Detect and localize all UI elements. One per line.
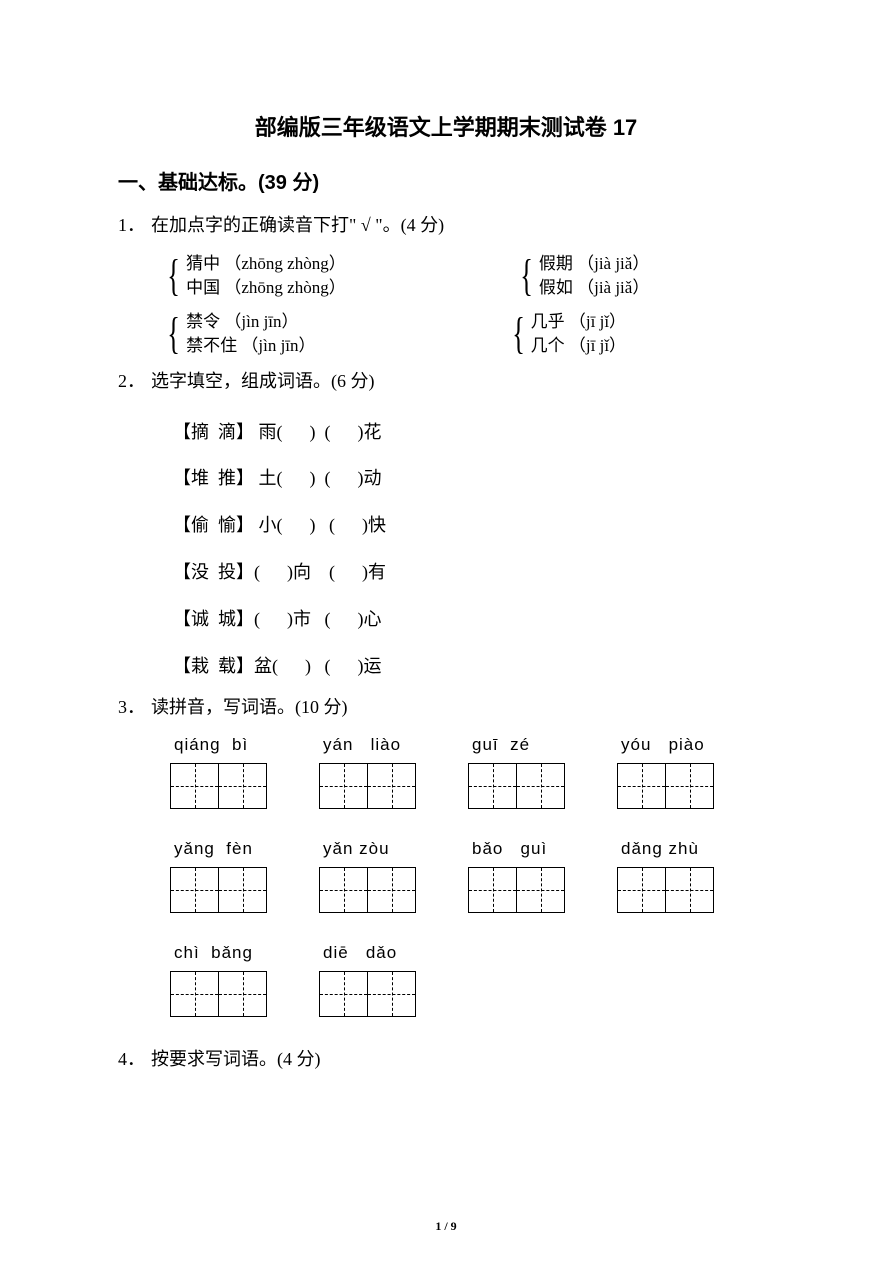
char-cell[interactable] (468, 764, 516, 808)
page-title: 部编版三年级语文上学期期末测试卷 17 (118, 110, 774, 142)
fill-line: 【堆 推】 土( ) ( )动 (173, 455, 774, 502)
q4-line: 4． 按要求写词语。(4 分) (118, 1047, 774, 1072)
char-cell[interactable] (218, 972, 266, 1016)
char-cell[interactable] (516, 764, 564, 808)
q2-number: 2． (118, 371, 145, 391)
char-cell[interactable] (218, 868, 266, 912)
char-box[interactable] (319, 763, 416, 809)
q3-text: 读拼音，写词语。(10 分) (151, 697, 348, 717)
char-cell[interactable] (516, 868, 564, 912)
char-cell[interactable] (367, 972, 415, 1016)
fill-line: 【偷 愉】 小( ) ( )快 (173, 502, 774, 549)
char-box[interactable] (468, 763, 565, 809)
pinyin-label: qiáng bì (170, 735, 248, 755)
char-cell[interactable] (170, 972, 218, 1016)
q1-group-row-1: { 猜中 （zhōng zhòng） 中国 （zhōng zhòng） { 假期… (163, 252, 774, 300)
brace-line: 假如 （jià jiǎ） (539, 276, 649, 300)
pinyin-item: diē dǎo (319, 943, 416, 1017)
pinyin-label: yǎn zòu (319, 839, 390, 859)
q2-text: 选字填空，组成词语。(6 分) (151, 371, 375, 391)
pinyin-row: qiáng bì yán liào guī zé yóu piào (170, 735, 774, 809)
q1-group-row-2: { 禁令 （jìn jīn） 禁不住 （jìn jīn） { 几乎 （jī jǐ… (163, 310, 774, 358)
fill-line: 【栽 载】盆( ) ( )运 (173, 643, 774, 690)
pinyin-item: dǎng zhù (617, 839, 714, 913)
char-cell[interactable] (617, 868, 665, 912)
brace-group: { 几乎 （jī jǐ） 几个 （jī jǐ） (508, 310, 627, 358)
brace-line: 几个 （jī jǐ） (531, 334, 626, 358)
char-cell[interactable] (367, 868, 415, 912)
char-box[interactable] (319, 867, 416, 913)
pinyin-label: bǎo guì (468, 839, 547, 859)
q4-text: 按要求写词语。(4 分) (151, 1049, 321, 1069)
brace-line: 猜中 （zhōng zhòng） (186, 252, 346, 276)
char-cell[interactable] (665, 764, 713, 808)
brace-icon: { (512, 310, 525, 358)
brace-line: 假期 （jià jiǎ） (539, 252, 649, 276)
pinyin-item: yǎng fèn (170, 839, 267, 913)
q2-line: 2． 选字填空，组成词语。(6 分) (118, 369, 774, 394)
char-box[interactable] (617, 763, 714, 809)
brace-line: 几乎 （jī jǐ） (531, 310, 626, 334)
pinyin-item: guī zé (468, 735, 565, 809)
brace-group: { 禁令 （jìn jīn） 禁不住 （jìn jīn） (163, 310, 316, 358)
q3-line: 3． 读拼音，写词语。(10 分) (118, 695, 774, 720)
pinyin-item: yǎn zòu (319, 839, 416, 913)
q1-number: 1． (118, 215, 145, 235)
brace-line: 禁令 （jìn jīn） (186, 310, 315, 334)
char-box[interactable] (170, 763, 267, 809)
section-1-heading: 一、基础达标。(39 分) (118, 166, 774, 195)
q1-text: 在加点字的正确读音下打" √ "。(4 分) (151, 215, 444, 235)
char-cell[interactable] (665, 868, 713, 912)
pinyin-label: yǎng fèn (170, 839, 253, 859)
q4-number: 4． (118, 1049, 145, 1069)
pinyin-item: yóu piào (617, 735, 714, 809)
pinyin-label: diē dǎo (319, 943, 397, 963)
q1-line: 1． 在加点字的正确读音下打" √ "。(4 分) (118, 213, 774, 238)
char-cell[interactable] (319, 972, 367, 1016)
fill-line: 【诚 城】( )市 ( )心 (173, 596, 774, 643)
pinyin-row: chì bǎng diē dǎo (170, 943, 774, 1017)
pinyin-item: chì bǎng (170, 943, 267, 1017)
char-cell[interactable] (218, 764, 266, 808)
pinyin-label: yóu piào (617, 735, 705, 755)
brace-line: 禁不住 （jìn jīn） (186, 334, 315, 358)
char-box[interactable] (319, 971, 416, 1017)
char-cell[interactable] (319, 868, 367, 912)
brace-group: { 猜中 （zhōng zhòng） 中国 （zhōng zhòng） (163, 252, 346, 300)
char-box[interactable] (468, 867, 565, 913)
brace-content: 猜中 （zhōng zhòng） 中国 （zhōng zhòng） (186, 252, 346, 300)
pinyin-item: yán liào (319, 735, 416, 809)
char-box[interactable] (170, 971, 267, 1017)
brace-group: { 假期 （jià jiǎ） 假如 （jià jiǎ） (516, 252, 650, 300)
brace-icon: { (167, 252, 180, 300)
q2-fill-group: 【摘 滴】 雨( ) ( )花 【堆 推】 土( ) ( )动 【偷 愉】 小(… (173, 409, 774, 690)
pinyin-label: chì bǎng (170, 943, 253, 963)
pinyin-item: qiáng bì (170, 735, 267, 809)
pinyin-label: dǎng zhù (617, 839, 699, 859)
page-number: 1 / 9 (0, 1219, 892, 1234)
q3-number: 3． (118, 697, 145, 717)
char-cell[interactable] (367, 764, 415, 808)
fill-line: 【摘 滴】 雨( ) ( )花 (173, 409, 774, 456)
char-box[interactable] (617, 867, 714, 913)
char-cell[interactable] (468, 868, 516, 912)
brace-icon: { (520, 252, 533, 300)
brace-content: 几乎 （jī jǐ） 几个 （jī jǐ） (531, 310, 626, 358)
pinyin-label: yán liào (319, 735, 401, 755)
brace-icon: { (167, 310, 180, 358)
char-box[interactable] (170, 867, 267, 913)
brace-content: 禁令 （jìn jīn） 禁不住 （jìn jīn） (186, 310, 315, 358)
fill-line: 【没 投】( )向 ( )有 (173, 549, 774, 596)
brace-line: 中国 （zhōng zhòng） (186, 276, 346, 300)
char-cell[interactable] (617, 764, 665, 808)
pinyin-section: qiáng bì yán liào guī zé yóu piào yǎng f… (170, 735, 774, 1017)
pinyin-row: yǎng fèn yǎn zòu bǎo guì dǎng zhù (170, 839, 774, 913)
pinyin-item: bǎo guì (468, 839, 565, 913)
char-cell[interactable] (170, 868, 218, 912)
char-cell[interactable] (170, 764, 218, 808)
pinyin-label: guī zé (468, 735, 530, 755)
brace-content: 假期 （jià jiǎ） 假如 （jià jiǎ） (539, 252, 649, 300)
char-cell[interactable] (319, 764, 367, 808)
